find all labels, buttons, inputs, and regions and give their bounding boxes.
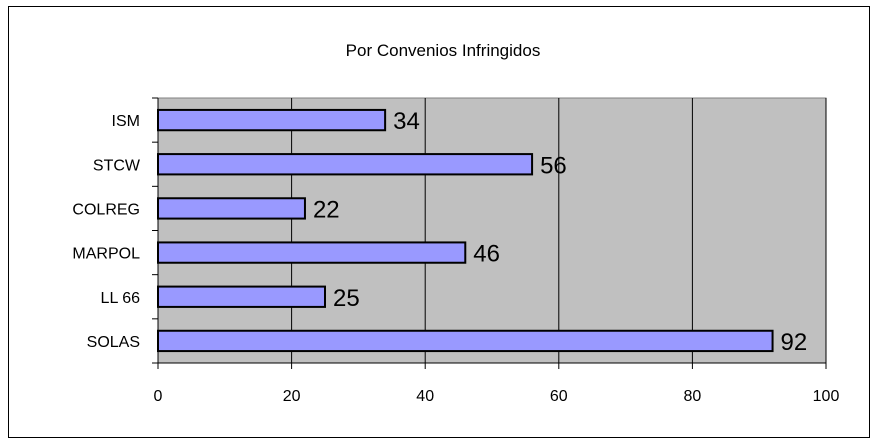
x-tick-label-40: 40 (416, 388, 434, 405)
x-tick-label-60: 60 (550, 388, 568, 405)
x-tick-label-20: 20 (283, 388, 301, 405)
data-label-marpol: 46 (473, 241, 500, 268)
data-label-solas: 92 (781, 329, 808, 356)
category-label-colreg: COLREG (72, 201, 140, 218)
bar-marpol (157, 241, 467, 264)
x-tick-label-80: 80 (684, 388, 702, 405)
category-labels: ISM STCW COLREG MARPOL LL 66 SOLAS (72, 113, 140, 351)
bars (157, 108, 774, 353)
data-label-ism: 34 (393, 108, 420, 135)
plot-area (157, 97, 827, 364)
category-label-ll-66: LL 66 (101, 290, 141, 307)
bar-colreg (157, 197, 306, 220)
bar-ll-66 (157, 285, 326, 308)
x-tick-label-100: 100 (813, 388, 840, 405)
axes (152, 97, 827, 369)
category-label-solas: SOLAS (87, 334, 140, 351)
x-tick-label-0: 0 (154, 388, 163, 405)
chart-title: Por Convenios Infringidos (346, 41, 541, 60)
bar-stcw (157, 153, 534, 176)
data-labels: 34 56 22 46 25 92 (313, 108, 807, 356)
data-label-stcw: 56 (540, 152, 567, 179)
data-label-ll-66: 25 (333, 285, 360, 312)
category-label-ism: ISM (112, 113, 140, 130)
gridlines (291, 98, 827, 363)
tick-labels: 0 20 40 60 80 100 (154, 388, 840, 405)
category-label-stcw: STCW (93, 157, 141, 174)
category-label-marpol: MARPOL (72, 246, 140, 263)
bar-solas (157, 329, 774, 353)
data-label-colreg: 22 (313, 196, 340, 223)
bar-ism (157, 108, 387, 132)
